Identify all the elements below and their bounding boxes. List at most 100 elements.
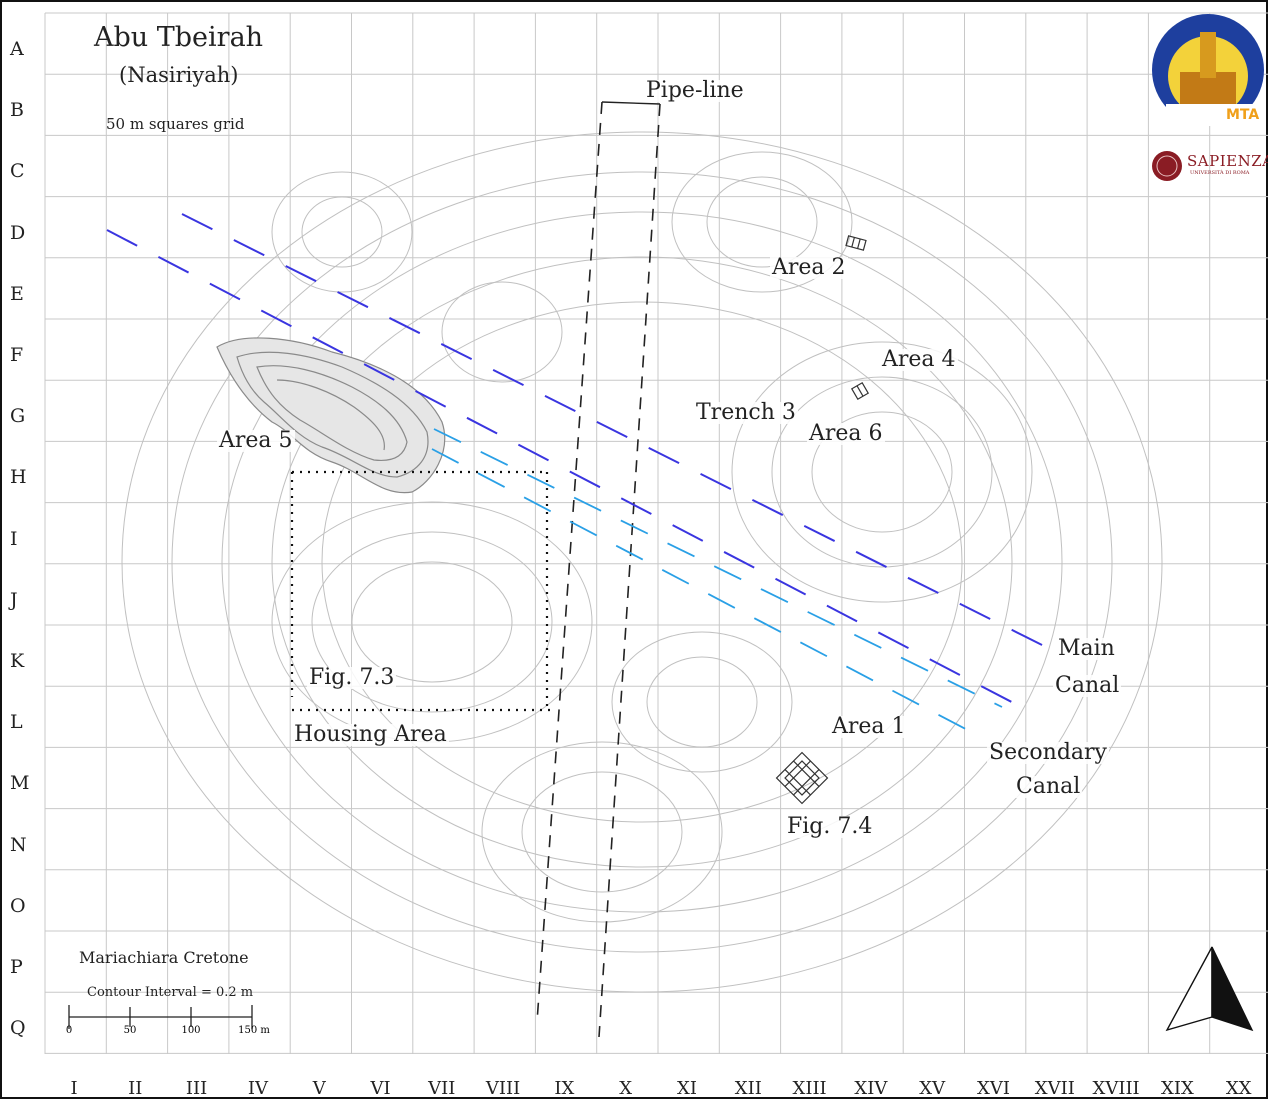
- contour-lines: [121, 131, 1163, 993]
- column-label: X: [619, 1078, 633, 1099]
- row-label: O: [10, 894, 26, 917]
- label-area-4: Area 4: [880, 347, 958, 372]
- row-label: M: [10, 772, 30, 795]
- contour-line: [121, 131, 1163, 993]
- main-canal-lines: [106, 213, 1053, 711]
- column-label: VIII: [485, 1078, 521, 1099]
- contour-line: [481, 741, 723, 923]
- pipeline-top: [601, 101, 661, 105]
- column-label: XVIII: [1092, 1078, 1140, 1099]
- column-label: XIV: [854, 1078, 888, 1099]
- scale-tick-50: 50: [123, 1025, 137, 1036]
- contour-line: [441, 281, 563, 383]
- contour-line: [171, 171, 1113, 953]
- contour-line: [271, 256, 1013, 868]
- column-label: XVI: [977, 1078, 1010, 1099]
- row-label: C: [10, 160, 25, 183]
- scale-tick-0: 0: [65, 1025, 73, 1036]
- housing-area-boundary: [290, 470, 552, 712]
- contour-line: [771, 376, 993, 568]
- column-label: XII: [734, 1078, 762, 1099]
- row-label: N: [10, 833, 27, 856]
- column-label: IX: [554, 1078, 575, 1099]
- contour-line: [221, 211, 1063, 913]
- label-main-canal-1: Main: [1056, 636, 1117, 661]
- pipeline-lines: [536, 101, 661, 1038]
- column-label: VII: [428, 1078, 456, 1099]
- contour-line: [271, 171, 413, 293]
- label-area-5: Area 5: [217, 428, 295, 453]
- contour-line: [731, 341, 1033, 603]
- label-fig-7-3: Fig. 7.3: [307, 665, 397, 690]
- label-housing-area: Housing Area: [292, 722, 449, 747]
- label-secondary-canal-1: Secondary: [987, 740, 1109, 765]
- label-area-1: Area 1: [830, 714, 908, 739]
- grid-note: 50 m squares grid: [106, 115, 245, 133]
- sapienza-logo-text: SAPIENZA: [1187, 152, 1268, 170]
- column-label: XX: [1225, 1078, 1252, 1099]
- contour-line: [646, 656, 758, 748]
- row-label: D: [10, 221, 26, 244]
- grid-lines: [44, 12, 1268, 1054]
- row-label: K: [10, 650, 25, 672]
- contour-line: [811, 411, 953, 533]
- label-pipeline: Pipe-line: [644, 78, 746, 103]
- column-label: XI: [677, 1078, 697, 1099]
- column-label: II: [128, 1078, 143, 1099]
- mta-logo-text: MTA: [1226, 107, 1260, 123]
- contour-line: [271, 501, 593, 743]
- row-label: Q: [10, 1017, 26, 1040]
- label-area-6: Area 6: [807, 421, 885, 446]
- column-label: IV: [247, 1078, 268, 1099]
- row-label: B: [10, 99, 24, 122]
- area5-mound: [216, 337, 446, 494]
- row-label: E: [10, 282, 24, 305]
- column-label: VI: [370, 1078, 391, 1099]
- column-label: V: [312, 1078, 326, 1099]
- scale-tick-100: 100: [181, 1025, 201, 1036]
- column-label: XVII: [1034, 1078, 1075, 1099]
- contour-line: [301, 196, 383, 268]
- contour-line: [611, 631, 793, 773]
- scale-tick-150: 150 m: [238, 1025, 270, 1036]
- area2-structure: [845, 235, 867, 251]
- author-credit: Mariachiara Cretone: [79, 948, 249, 967]
- contour-line: [311, 531, 553, 713]
- column-label: XIX: [1161, 1078, 1194, 1099]
- map-title: Abu Tbeirah: [94, 22, 264, 53]
- scale-bar: [68, 1005, 253, 1029]
- row-label: F: [10, 344, 24, 366]
- label-area-2: Area 2: [770, 255, 848, 280]
- label-secondary-canal-2: Canal: [1014, 774, 1083, 799]
- area4-structure: [850, 381, 870, 401]
- mta-logo-icon: [1152, 14, 1266, 126]
- sapienza-seal-icon: [1152, 151, 1182, 181]
- column-label: XV: [919, 1078, 946, 1099]
- label-trench-3: Trench 3: [694, 400, 798, 425]
- label-fig-7-4: Fig. 7.4: [785, 814, 875, 839]
- contour-line: [321, 301, 963, 823]
- contour-line: [671, 151, 853, 293]
- row-label: P: [10, 956, 23, 978]
- column-label: XIII: [792, 1078, 827, 1099]
- label-main-canal-2: Canal: [1053, 673, 1122, 698]
- map-subtitle: (Nasiriyah): [119, 63, 239, 87]
- contour-line: [706, 176, 818, 268]
- row-label: A: [10, 38, 24, 60]
- column-label: III: [185, 1078, 208, 1099]
- secondary-canal-lines: [431, 428, 1003, 736]
- row-label: L: [10, 711, 23, 734]
- north-arrow-icon: [1165, 946, 1254, 1032]
- row-label: G: [10, 405, 26, 428]
- contour-line: [351, 561, 513, 683]
- row-label: H: [10, 466, 27, 489]
- row-label: J: [10, 588, 18, 611]
- contour-line: [521, 771, 683, 893]
- area1-structure: [775, 751, 829, 805]
- column-label: I: [70, 1078, 78, 1099]
- contour-note: Contour Interval = 0.2 m: [87, 985, 254, 1000]
- sapienza-logo-subtext: UNIVERSITÀ DI ROMA: [1190, 170, 1250, 176]
- row-label: I: [10, 527, 18, 550]
